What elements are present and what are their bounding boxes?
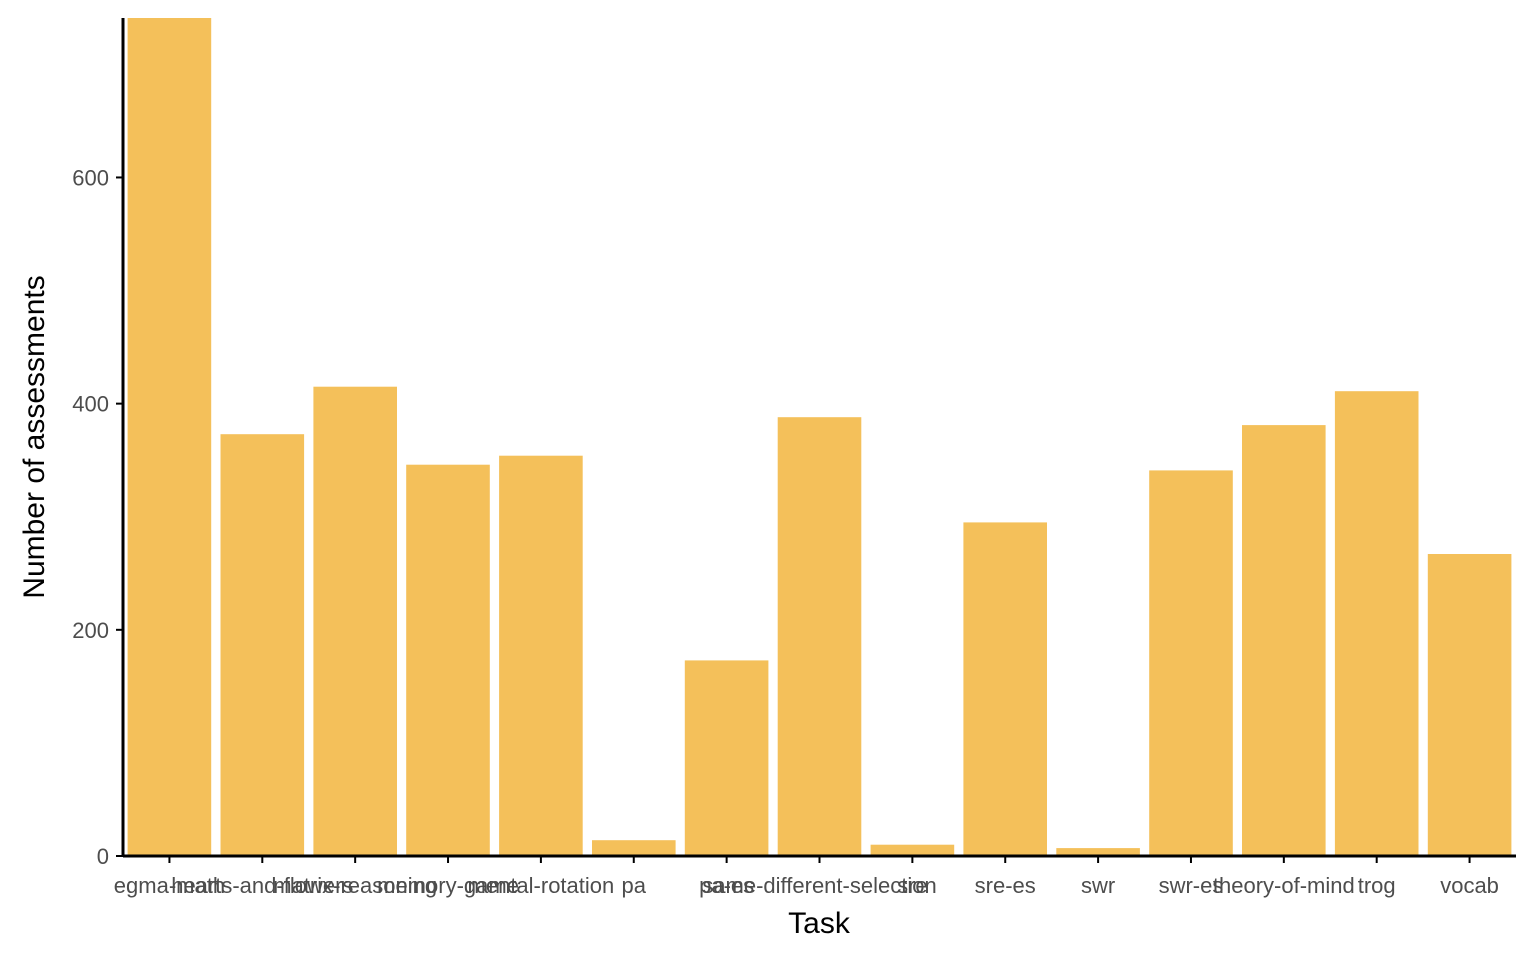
x-tick-label-trog: trog [1358,873,1396,898]
x-tick-label-pa-es: pa-es [699,873,754,898]
bar-same-different-selection [777,417,862,856]
bar-matrix-reasoning [313,386,397,856]
x-tick-label-hearts-and-flowers: hearts-and-flowers [171,873,353,898]
bar-hearts-and-flowers [220,434,305,856]
bar-pa [592,840,676,856]
bar-mental-rotation [499,455,583,856]
bars-group [127,18,1512,856]
x-axis: egma-mathhearts-and-flowersmatrix-reason… [114,854,1516,898]
x-tick-label-memory-game: memory-game [377,873,519,898]
x-tick-label-theory-of-mind: theory-of-mind [1213,873,1355,898]
x-tick-label-matrix-reasoning: matrix-reasoning [273,873,437,898]
bar-vocab [1427,554,1512,856]
y-tick-label: 400 [72,392,109,417]
y-axis: 0 200 400 600 [72,18,125,869]
bar-trog [1334,391,1419,856]
bar-memory-game [406,464,490,856]
x-tick-label-vocab: vocab [1440,873,1499,898]
bar-pa-es [684,660,769,856]
x-tick-label-swr-es: swr-es [1159,873,1224,898]
bar-egma-math [127,18,212,856]
x-tick-label-mental-rotation: mental-rotation [468,873,615,898]
x-tick-label-sre-es: sre-es [975,873,1036,898]
x-axis-title: Task [788,907,851,940]
x-tick-label-swr: swr [1081,873,1115,898]
bar-sre [870,844,955,856]
y-tick-label: 0 [97,844,109,869]
bar-theory-of-mind [1242,425,1326,856]
bar-sre-es [963,522,1047,856]
y-tick-label: 200 [72,618,109,643]
bar-swr-es [1149,470,1233,856]
y-tick-label: 600 [72,165,109,190]
x-tick-label-egma-math: egma-math [114,873,225,898]
x-tick-label-same-different-selection: same-different-selection [702,873,936,898]
bar-swr [1056,848,1140,856]
x-tick-label-pa: pa [622,873,647,898]
x-tick-label-sre: sre [897,873,928,898]
y-axis-title: Number of assessments [18,275,51,598]
